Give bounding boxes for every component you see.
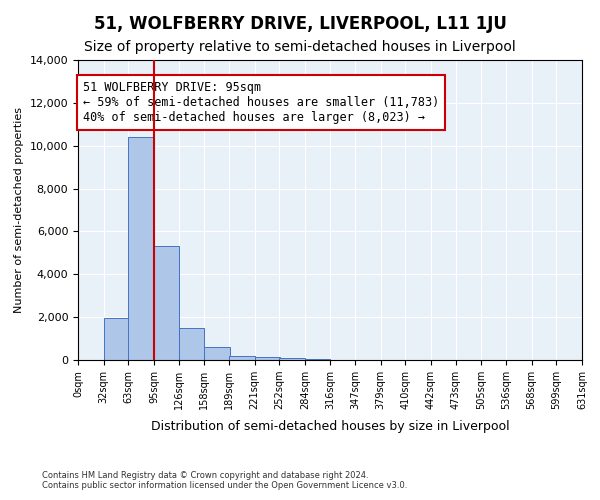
X-axis label: Distribution of semi-detached houses by size in Liverpool: Distribution of semi-detached houses by … [151, 420, 509, 434]
Bar [179, 328, 204, 360]
Bar [204, 347, 230, 360]
Text: 51, WOLFBERRY DRIVE, LIVERPOOL, L11 1JU: 51, WOLFBERRY DRIVE, LIVERPOOL, L11 1JU [94, 15, 506, 33]
Bar [154, 246, 179, 360]
Bar [305, 359, 331, 360]
Bar [128, 137, 154, 360]
Bar [254, 357, 280, 360]
Bar [229, 356, 254, 360]
Text: Contains HM Land Registry data © Crown copyright and database right 2024.
Contai: Contains HM Land Registry data © Crown c… [42, 470, 407, 490]
Bar [279, 358, 305, 360]
Text: Size of property relative to semi-detached houses in Liverpool: Size of property relative to semi-detach… [84, 40, 516, 54]
Text: 51 WOLFBERRY DRIVE: 95sqm
← 59% of semi-detached houses are smaller (11,783)
40%: 51 WOLFBERRY DRIVE: 95sqm ← 59% of semi-… [83, 81, 439, 124]
Bar [104, 318, 129, 360]
Y-axis label: Number of semi-detached properties: Number of semi-detached properties [14, 107, 24, 313]
